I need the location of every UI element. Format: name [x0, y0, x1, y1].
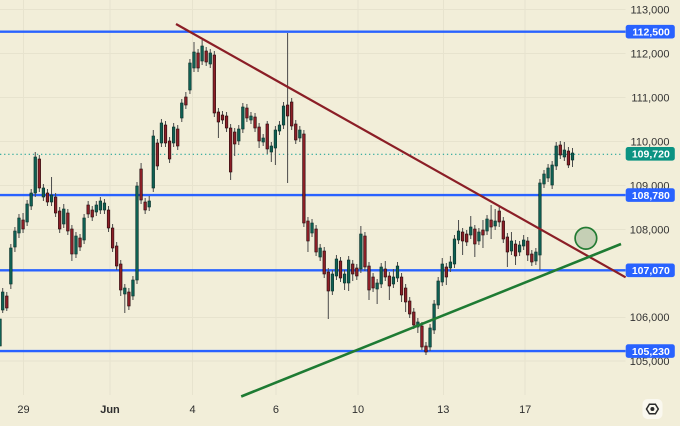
svg-text:29: 29: [17, 404, 29, 416]
svg-text:Jun: Jun: [100, 404, 120, 416]
svg-text:106,000: 106,000: [630, 312, 670, 324]
svg-text:6: 6: [273, 404, 279, 416]
svg-text:17: 17: [519, 404, 531, 416]
svg-text:108,000: 108,000: [630, 224, 670, 236]
svg-text:112,500: 112,500: [632, 27, 670, 39]
svg-text:109,720: 109,720: [632, 149, 670, 161]
svg-text:105,000: 105,000: [630, 356, 670, 368]
svg-text:111,000: 111,000: [631, 93, 669, 105]
svg-text:4: 4: [189, 404, 195, 416]
svg-text:108,780: 108,780: [632, 190, 670, 202]
svg-text:110,000: 110,000: [631, 136, 670, 148]
svg-text:10: 10: [352, 404, 364, 416]
svg-text:105,230: 105,230: [632, 346, 670, 358]
svg-text:112,000: 112,000: [631, 49, 670, 61]
svg-text:113,000: 113,000: [631, 5, 670, 17]
svg-text:107,070: 107,070: [632, 265, 670, 277]
svg-text:13: 13: [437, 404, 449, 416]
